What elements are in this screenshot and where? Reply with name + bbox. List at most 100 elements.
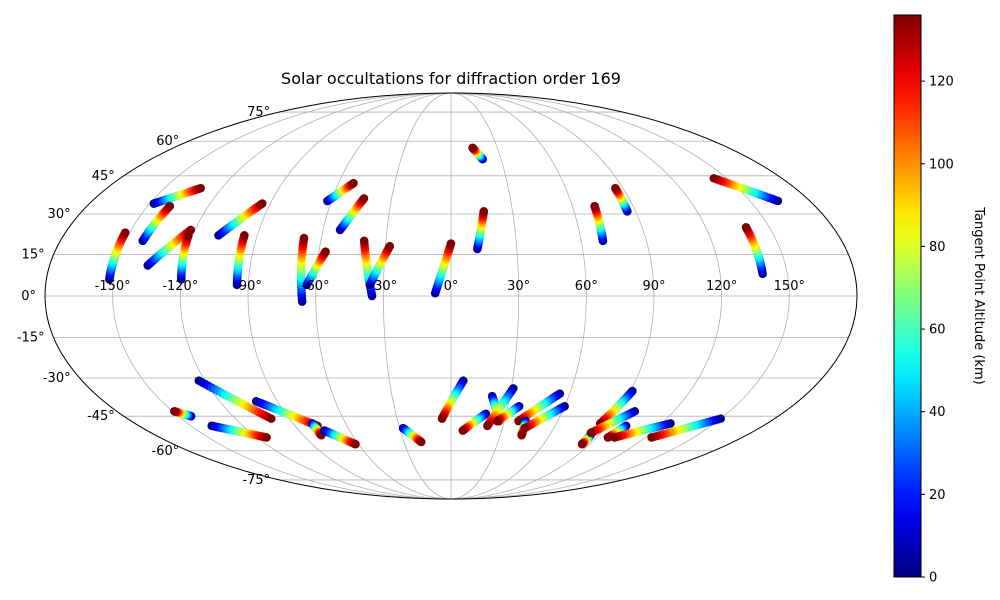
occultation-track (214, 199, 267, 240)
lon-gridline (450, 92, 587, 500)
occultation-track (105, 228, 130, 284)
lon-tick-label: 0° (444, 279, 459, 294)
map-boundary (44, 92, 858, 500)
colorbar-tick-label: 0 (929, 571, 937, 586)
lat-tick-label: 30° (48, 207, 71, 222)
occultation-track (709, 173, 783, 206)
track-point (709, 173, 719, 183)
track-point (321, 247, 330, 256)
occultation-track (308, 419, 326, 440)
lat-tick-label: 0° (21, 289, 36, 304)
lon-tick-label: 150° (774, 279, 805, 294)
track-point (483, 421, 492, 431)
occultation-track (492, 402, 524, 426)
lon-gridline (450, 92, 520, 500)
track-point (577, 439, 587, 449)
lon-tick-label: -60° (302, 279, 330, 294)
lat-tick-label: 45° (92, 169, 115, 184)
lat-tick-label: -45° (87, 409, 115, 424)
track-point (120, 228, 130, 237)
colorbar-tick-label: 100 (929, 157, 954, 172)
occultation-track (138, 201, 175, 246)
occultation-track (207, 421, 271, 442)
lon-tick-label: -120° (162, 279, 198, 294)
lon-tick-label: 90° (642, 279, 665, 294)
track-point (385, 241, 395, 251)
track-point (603, 433, 613, 442)
lat-tick-label: -30° (43, 371, 71, 386)
track-point (262, 433, 271, 442)
track-point (520, 423, 529, 433)
occultation-track (365, 241, 395, 290)
track-point (647, 433, 656, 442)
lon-gridline (450, 92, 723, 500)
occultation-track (296, 233, 309, 306)
occultation-track (647, 414, 725, 442)
lon-tick-label: 30° (507, 279, 530, 294)
track-point (446, 239, 456, 248)
colorbar: 0 20 40 60 80 100 120 Tangent Point Altitude (… (893, 14, 986, 586)
lon-tick-label: -30° (369, 279, 397, 294)
occultation-track (610, 419, 675, 442)
track-point (351, 439, 360, 449)
lon-gridline (382, 92, 452, 500)
occultation-track (335, 194, 369, 235)
occultation-track (430, 239, 456, 298)
colorbar-label: Tangent Point Altitude (km) (971, 206, 986, 384)
colorbar-tick-label: 120 (929, 75, 954, 90)
occultation-track (741, 222, 767, 279)
track-point (437, 414, 447, 423)
colorbar-tick-label: 60 (929, 323, 946, 338)
track-point (458, 426, 468, 435)
lon-gridline (315, 92, 452, 500)
lon-gridline (112, 92, 452, 500)
lon-tick-label: -90° (234, 279, 262, 294)
colorbar-tick-label: 80 (929, 240, 946, 255)
occultation-track (398, 423, 426, 447)
lat-tick-label: 60° (156, 134, 179, 149)
track-point (741, 222, 751, 232)
longitude-tick-labels: -150° -120° -90° -60° -30° 0° 30° 60° 90° 120° 150… (95, 279, 805, 294)
occultation-track (514, 389, 565, 426)
colorbar-gradient (893, 14, 922, 578)
occultation-track (437, 376, 468, 423)
lon-tick-label: 120° (706, 279, 737, 294)
track-point (266, 414, 276, 423)
occultation-track (586, 406, 640, 438)
track-point (196, 183, 205, 193)
lon-gridline (450, 92, 790, 500)
occultation-track (590, 201, 608, 246)
occultation-track (176, 231, 193, 284)
colorbar-ticks: 0 20 40 60 80 100 120 (921, 75, 954, 586)
occultation-track (611, 183, 632, 216)
occultation-track (320, 426, 360, 449)
track-point (517, 430, 526, 440)
track-point (611, 183, 620, 193)
colorbar-tick-label: 40 (929, 405, 946, 420)
track-point (240, 231, 249, 240)
lat-tick-label: 75° (247, 105, 270, 120)
track-point (468, 143, 477, 153)
lat-tick-label: 15° (22, 247, 45, 262)
occultation-tracks (105, 143, 783, 449)
colorbar-tick-label: 20 (929, 488, 946, 503)
track-point (492, 416, 502, 426)
occultation-track (323, 178, 358, 206)
occultation-track (170, 406, 196, 421)
track-point (165, 201, 175, 211)
track-point (610, 433, 619, 442)
occultation-track (458, 409, 491, 435)
lon-tick-label: 60° (575, 279, 598, 294)
chart-title: Solar occultations for diffraction order… (281, 69, 621, 88)
lat-tick-label: -15° (17, 331, 45, 346)
lon-gridline (179, 92, 452, 500)
track-point (416, 437, 426, 447)
occultation-track (232, 231, 249, 290)
occultation-track (149, 183, 205, 208)
lon-gridline (247, 92, 452, 500)
track-point (349, 178, 358, 188)
track-point (359, 194, 369, 203)
latitude-tick-labels: 75° 60° 45° 30° 15° 0° -15° -30° -45° -60° -75° (17, 105, 270, 488)
track-point (586, 428, 596, 438)
